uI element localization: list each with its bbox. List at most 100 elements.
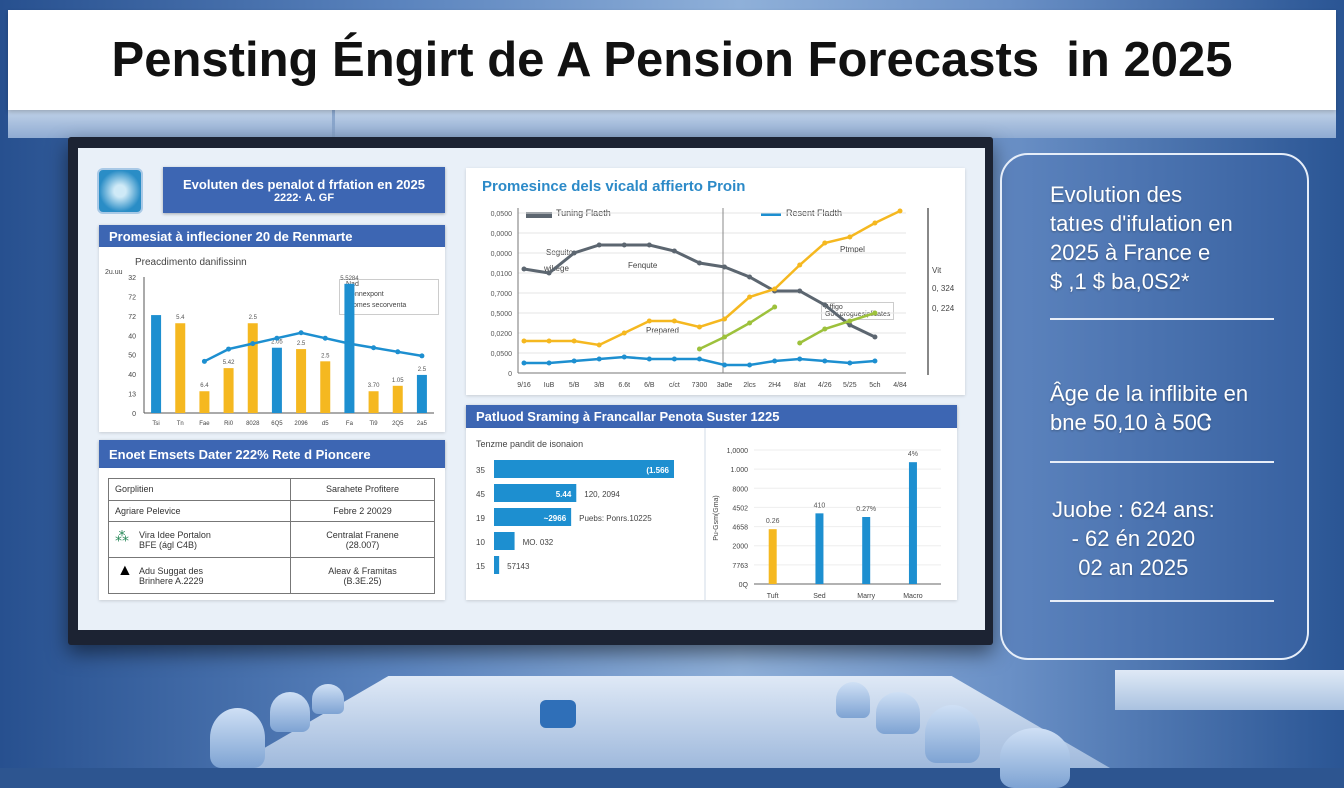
- series-point: [822, 302, 828, 308]
- series-point: [571, 338, 577, 344]
- series-point: [546, 360, 552, 366]
- x-tick-label: Marry: [857, 593, 875, 600]
- x-tick-label: 7300: [692, 382, 708, 389]
- chair: [836, 682, 870, 718]
- bar: [151, 315, 162, 413]
- series-point: [521, 266, 527, 272]
- series-point: [872, 220, 878, 226]
- bar: [494, 508, 572, 526]
- table-cell: Aleav & Framitas (B.3E.25): [290, 557, 435, 594]
- trend-point: [250, 341, 256, 347]
- series-point: [722, 334, 728, 340]
- x-tick-label: d5: [322, 421, 329, 427]
- bar: [494, 532, 515, 550]
- series-point: [621, 354, 627, 360]
- bar: [199, 391, 210, 413]
- data-label: 2.5: [418, 367, 427, 373]
- trend-point: [419, 353, 425, 359]
- y-tick-label: 4658: [732, 525, 748, 532]
- y-tick-label: 1,0000: [727, 448, 749, 455]
- x-tick-label: 2096: [294, 421, 308, 427]
- y-tick-label: 45: [476, 490, 485, 499]
- series-point: [571, 250, 577, 256]
- data-label: 5.44: [556, 490, 572, 499]
- bar: [392, 385, 403, 413]
- legend-item: Connexpont: [346, 291, 384, 298]
- x-tick-label: 2Q5: [392, 421, 404, 427]
- x-tick-label: 4/26: [818, 382, 832, 389]
- series-point: [797, 356, 803, 362]
- y-tick-label: 35: [476, 466, 485, 475]
- table-cell: Agriare Pelevice: [107, 499, 292, 523]
- tree-icon: ▲: [117, 562, 133, 580]
- left-title: Evoluten des penalot d frfation en 2025: [183, 176, 425, 192]
- y-tick-label: 0,5000: [491, 311, 513, 318]
- chair: [1000, 728, 1070, 788]
- x-tick-label: 2lcs: [743, 382, 756, 389]
- y-tick-label: 32: [128, 275, 136, 282]
- y-tick-label: 0Q: [739, 582, 749, 589]
- series-point: [747, 362, 753, 368]
- series-point: [847, 318, 853, 324]
- x-tick-label: Tuft: [767, 593, 779, 600]
- y-tick-label: 0,7000: [491, 291, 513, 298]
- chair: [876, 692, 920, 734]
- series-point: [872, 358, 878, 364]
- divider: [1050, 600, 1274, 602]
- trend-point: [322, 335, 328, 341]
- series-point: [646, 242, 652, 248]
- series-point: [772, 304, 778, 310]
- y-tick-label: 8000: [732, 486, 748, 493]
- table-cell: Adu Suggat des Brinhere A.2229: [139, 565, 204, 586]
- left-subtitle: 2222· A. GF: [273, 191, 335, 204]
- series-point: [621, 330, 627, 336]
- chair: [210, 708, 265, 768]
- series-point: [822, 358, 828, 364]
- x-tick-label: Tsi: [152, 421, 159, 427]
- y-tick-label: 19: [476, 514, 485, 523]
- y-tick-label: 0: [132, 411, 136, 418]
- series-point: [722, 264, 728, 270]
- data-label: 5.42: [223, 360, 235, 366]
- x-tick-label: 8028: [246, 421, 260, 427]
- x-tick-label: Fae: [199, 421, 210, 427]
- x-tick-label: 8/at: [794, 382, 806, 389]
- series-point: [847, 234, 853, 240]
- trend-point: [226, 346, 232, 352]
- trend-point: [274, 335, 280, 341]
- x-tick-label: 9/16: [517, 382, 531, 389]
- series-point: [596, 342, 602, 348]
- x-tick-label: 5/25: [843, 382, 857, 389]
- series-point: [546, 338, 552, 344]
- series-point: [772, 286, 778, 292]
- horizontal-bar-chart: 35 (1.566 45 5.44 120, 2094 19 ~2966 Puebs: Pon…: [476, 460, 674, 574]
- side-table: [1115, 670, 1344, 710]
- y-tick-label: 72: [128, 314, 136, 321]
- data-label: 0.26: [766, 518, 780, 525]
- y-tick-label: 0: [508, 371, 512, 378]
- series-point: [546, 270, 552, 276]
- x-tick-label: IuB: [544, 382, 555, 389]
- line-chart: 0 0,0500 0,0200 0,5000 0,7000 0,0100 0,0000 0,0…: [491, 208, 929, 389]
- series-line: [698, 305, 776, 351]
- y-tick-label: 0,0500: [491, 351, 513, 358]
- vertical-bar-chart: 0Q 7763 2000 4658 4502 8000 1.000 1,0000 Pu-Gsm(…: [713, 448, 941, 600]
- hbar-title: Tenzme pandit de isonaion: [476, 439, 584, 449]
- series-point: [797, 340, 803, 346]
- data-label: 57143: [507, 562, 530, 571]
- data-label: (1.566: [646, 466, 669, 475]
- bar: [815, 513, 824, 584]
- bar: [494, 484, 577, 502]
- bar: [416, 374, 427, 413]
- bar: [296, 349, 307, 413]
- data-label: 5.4: [176, 315, 185, 321]
- y-tick-label: 10: [476, 538, 485, 547]
- y-tick-label: 4502: [732, 505, 748, 512]
- x-tick-label: 2H4: [768, 382, 781, 389]
- x-tick-label: 2a5: [417, 421, 428, 427]
- trend-point: [346, 341, 352, 347]
- y-tick-label: 13: [128, 392, 136, 399]
- y-tick-label: 50: [128, 353, 136, 360]
- table-panel-header: Enoet Emsets Dater 222% Rete d Pioncere: [99, 440, 445, 468]
- bar: [223, 368, 234, 413]
